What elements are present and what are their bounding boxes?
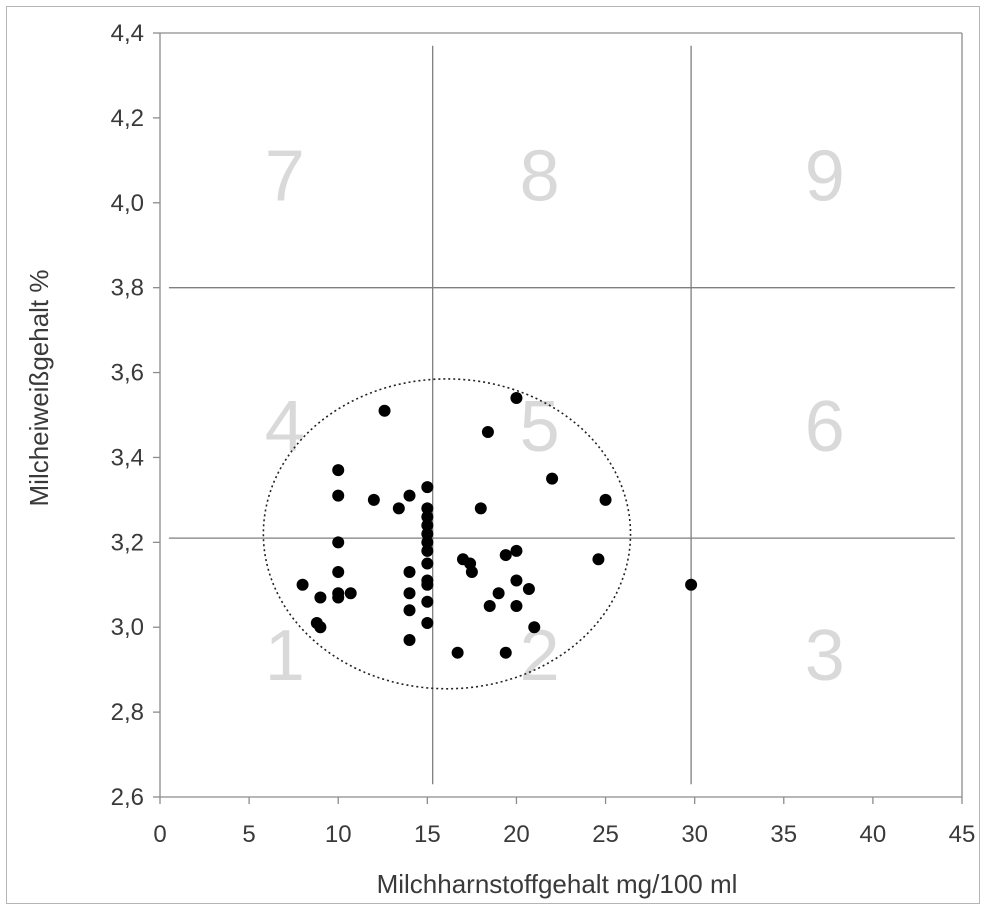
data-point	[421, 595, 434, 608]
divider-lines	[168, 45, 955, 785]
data-point	[421, 578, 434, 591]
data-point	[314, 621, 327, 634]
y-tick-label: 3,6	[111, 360, 144, 387]
y-tick-label: 4,0	[111, 190, 144, 217]
zone-label: 3	[805, 616, 845, 696]
data-point	[421, 616, 434, 629]
data-point	[344, 587, 357, 600]
data-point	[403, 566, 416, 579]
zone-label: 1	[265, 616, 305, 696]
data-point	[367, 493, 380, 506]
data-point	[296, 578, 309, 591]
data-point	[403, 489, 416, 502]
zone-labels: 1 2 34 5 67 8 9	[265, 137, 845, 697]
x-tick-label: 35	[770, 821, 797, 848]
y-tick-label: 3,2	[111, 529, 144, 556]
y-axis-title: Milcheiweißgehalt %	[24, 270, 54, 507]
y-tick-label: 2,6	[111, 784, 144, 811]
data-point	[421, 544, 434, 557]
zone-label: 6	[805, 387, 845, 467]
dotted-ellipse	[262, 378, 632, 690]
data-point	[332, 566, 345, 579]
data-point	[592, 553, 605, 566]
y-tick-label: 2,8	[111, 699, 144, 726]
data-point	[314, 591, 327, 604]
data-point	[465, 566, 478, 579]
data-point	[421, 510, 434, 523]
data-point	[403, 587, 416, 600]
data-point	[522, 583, 535, 596]
data-point	[421, 519, 434, 532]
x-tick-label: 30	[681, 821, 708, 848]
y-tick-label: 4,4	[111, 20, 144, 47]
data-point	[421, 527, 434, 540]
y-tick-label: 3,8	[111, 275, 144, 302]
data-point	[685, 578, 698, 591]
zone-label: 5	[520, 387, 560, 467]
data-point	[421, 502, 434, 515]
data-points	[296, 392, 698, 659]
x-tick-label: 15	[414, 821, 441, 848]
data-point	[528, 621, 541, 634]
x-tick-label: 20	[503, 821, 530, 848]
data-point	[421, 557, 434, 570]
x-axis-title: Milchharnstoffgehalt mg/100 ml	[377, 869, 738, 899]
x-tick-label: 5	[242, 821, 255, 848]
data-point	[510, 574, 523, 587]
data-point	[510, 544, 523, 557]
data-point	[451, 646, 464, 659]
data-point	[421, 481, 434, 494]
data-point	[546, 472, 559, 485]
y-tick-label: 3,4	[111, 444, 144, 471]
data-point	[392, 502, 405, 515]
data-point	[483, 600, 496, 612]
data-point	[481, 425, 494, 438]
chart-frame	[6, 6, 980, 904]
axes	[159, 32, 963, 798]
data-point	[510, 392, 523, 405]
data-point	[492, 587, 505, 600]
y-axis-ticks: 2,6 2,8 3,0 3,2 3,4 3,6 3,8 4,0 4,2 4,4	[111, 20, 160, 811]
data-point	[474, 502, 487, 515]
y-tick-label: 4,2	[111, 105, 144, 132]
data-point	[332, 489, 345, 502]
data-point	[332, 591, 345, 604]
x-tick-label: 0	[153, 821, 166, 848]
y-tick-label: 3,0	[111, 614, 144, 641]
zone-label: 4	[265, 387, 305, 467]
data-point	[332, 464, 345, 477]
data-point	[499, 549, 512, 562]
zone-label: 9	[805, 137, 845, 217]
x-tick-label: 10	[325, 821, 352, 848]
x-tick-label: 40	[860, 821, 887, 848]
data-point	[332, 536, 345, 549]
data-point	[403, 604, 416, 617]
data-point	[510, 600, 523, 612]
x-axis-ticks: 0 5 10 15 20 25 30 35 40 45	[153, 797, 975, 848]
data-point	[599, 493, 612, 506]
zone-label: 8	[520, 137, 560, 217]
data-point	[403, 633, 416, 646]
zone-label: 7	[265, 137, 305, 217]
data-point	[378, 404, 391, 417]
x-tick-label: 25	[592, 821, 619, 848]
data-point	[499, 646, 512, 659]
data-point	[421, 536, 434, 549]
x-tick-label: 45	[949, 821, 976, 848]
